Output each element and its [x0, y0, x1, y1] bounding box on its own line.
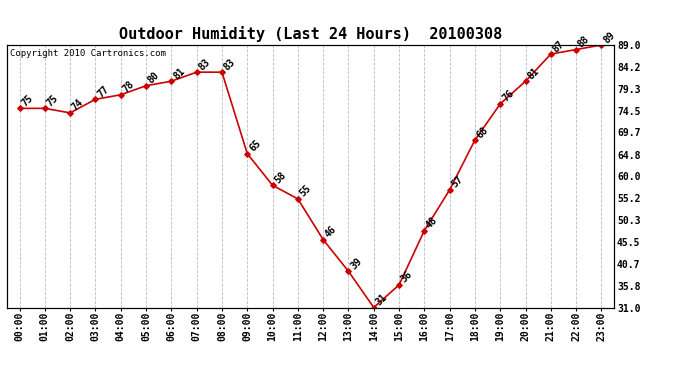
Text: 80: 80: [146, 70, 161, 86]
Text: 55: 55: [298, 183, 313, 199]
Text: 81: 81: [171, 66, 187, 81]
Text: 46: 46: [323, 224, 339, 240]
Text: 48: 48: [424, 215, 440, 231]
Text: 83: 83: [197, 57, 212, 72]
Text: 57: 57: [450, 174, 465, 190]
Text: 39: 39: [348, 256, 364, 271]
Text: 89: 89: [602, 30, 617, 45]
Text: 78: 78: [121, 80, 136, 95]
Text: 87: 87: [551, 39, 566, 54]
Text: 68: 68: [475, 124, 491, 140]
Text: 58: 58: [273, 170, 288, 185]
Text: Copyright 2010 Cartronics.com: Copyright 2010 Cartronics.com: [10, 49, 166, 58]
Text: 76: 76: [500, 88, 515, 104]
Text: 75: 75: [19, 93, 35, 108]
Text: 77: 77: [95, 84, 111, 99]
Text: 65: 65: [247, 138, 263, 154]
Text: 75: 75: [45, 93, 60, 108]
Text: 83: 83: [222, 57, 237, 72]
Text: 36: 36: [399, 270, 415, 285]
Text: 31: 31: [374, 292, 389, 308]
Text: 88: 88: [576, 34, 591, 50]
Title: Outdoor Humidity (Last 24 Hours)  20100308: Outdoor Humidity (Last 24 Hours) 2010030…: [119, 27, 502, 42]
Text: 74: 74: [70, 98, 86, 113]
Text: 81: 81: [526, 66, 541, 81]
